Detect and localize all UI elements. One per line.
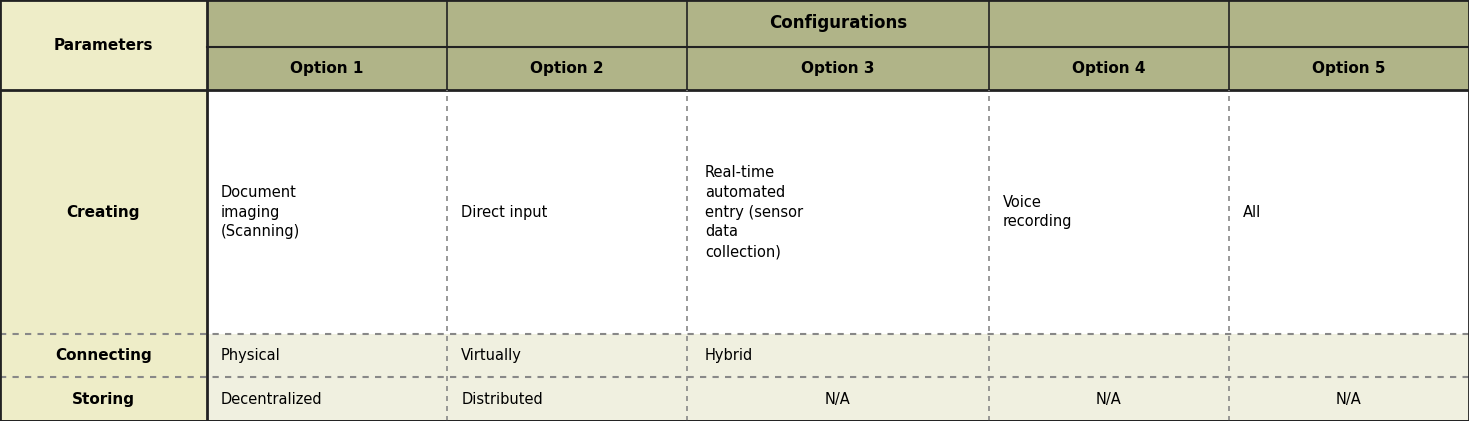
Bar (207, 378, 447, 421)
Text: Option 1: Option 1 (289, 61, 363, 76)
Bar (687, 334, 989, 378)
Bar (687, 378, 989, 421)
Bar (687, 90, 989, 334)
Text: Virtually: Virtually (461, 348, 521, 363)
Text: Storing: Storing (72, 392, 135, 407)
Bar (989, 47, 1230, 90)
Text: Option 3: Option 3 (801, 61, 874, 76)
Bar (1230, 334, 1469, 378)
Bar (207, 90, 447, 334)
Text: Document
imaging
(Scanning): Document imaging (Scanning) (220, 185, 300, 240)
Text: N/A: N/A (1335, 392, 1362, 407)
Bar (1230, 378, 1469, 421)
Bar (447, 90, 687, 334)
Bar (447, 334, 687, 378)
Bar (1230, 47, 1469, 90)
Text: Configurations: Configurations (768, 14, 906, 32)
Bar (989, 378, 1230, 421)
Text: Real-time
automated
entry (sensor
data
collection): Real-time automated entry (sensor data c… (705, 165, 804, 259)
Bar (447, 47, 687, 90)
Bar (207, 47, 447, 90)
Text: All: All (1243, 205, 1262, 220)
Text: Voice
recording: Voice recording (1003, 195, 1072, 229)
Text: Parameters: Parameters (53, 37, 153, 53)
Text: N/A: N/A (826, 392, 851, 407)
Text: Connecting: Connecting (54, 348, 151, 363)
Text: Creating: Creating (66, 205, 140, 220)
Bar (0, 0, 207, 90)
Text: Option 5: Option 5 (1312, 61, 1385, 76)
Text: N/A: N/A (1096, 392, 1122, 407)
Bar (687, 47, 989, 90)
Bar (989, 334, 1230, 378)
Text: Hybrid: Hybrid (705, 348, 754, 363)
Text: Option 2: Option 2 (530, 61, 604, 76)
Text: Distributed: Distributed (461, 392, 544, 407)
Bar (0, 90, 207, 334)
Bar (207, 0, 1469, 47)
Bar (989, 90, 1230, 334)
Bar (0, 378, 207, 421)
Bar (207, 334, 447, 378)
Text: Direct input: Direct input (461, 205, 548, 220)
Text: Physical: Physical (220, 348, 281, 363)
Bar (0, 334, 207, 378)
Text: Decentralized: Decentralized (220, 392, 323, 407)
Text: Option 4: Option 4 (1072, 61, 1146, 76)
Bar (447, 378, 687, 421)
Bar (1230, 90, 1469, 334)
